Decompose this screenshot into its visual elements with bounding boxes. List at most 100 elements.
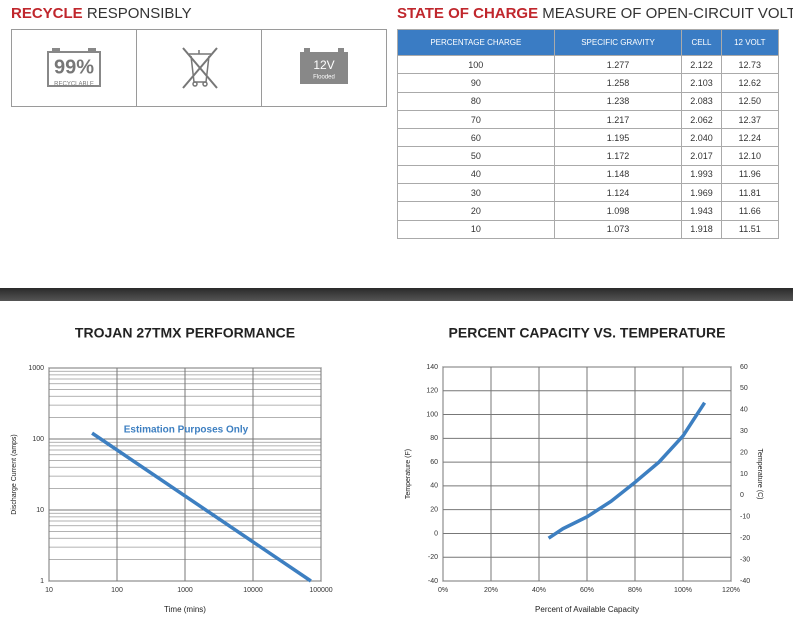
- x-tick-label: 60%: [580, 587, 594, 594]
- table-cell: 1.277: [553, 54, 683, 75]
- y2-tick-label: 30: [740, 428, 748, 435]
- table-cell: 50: [397, 146, 555, 166]
- table-cell: 1.238: [553, 91, 683, 111]
- table-cell: 12.37: [720, 109, 780, 130]
- y-tick-label: 1: [40, 578, 44, 585]
- table-cell: 60: [397, 128, 555, 148]
- table-cell: 100: [397, 54, 555, 75]
- table-row: 80 1.238 2.083 12.50: [397, 91, 780, 111]
- y-tick-label: 100: [426, 411, 438, 418]
- table-cell: 1.148: [553, 164, 683, 185]
- y2-tick-label: -10: [740, 514, 750, 521]
- table-cell: 11.51: [720, 219, 780, 239]
- y-tick-label: -40: [428, 578, 438, 585]
- table-row: 70 1.217 2.062 12.37: [397, 109, 780, 130]
- x-tick-label: 100: [111, 587, 123, 594]
- bin-icon: [182, 47, 218, 89]
- x-tick-label: 0%: [438, 587, 448, 594]
- percent: 99%: [54, 56, 94, 78]
- table-cell: 20: [397, 201, 555, 221]
- y-axis-label: Discharge Current (amps): [11, 434, 18, 515]
- header-row: PERCENTAGE CHARGE SPECIFIC GRAVITY CELL 12 …: [397, 29, 780, 56]
- table-cell: 80: [397, 91, 555, 111]
- x-tick-label: 1000: [177, 587, 193, 594]
- table-cell: 12.50: [720, 91, 780, 111]
- table-row: 10 1.073 1.918 11.51: [397, 219, 780, 239]
- data-line: [91, 431, 312, 583]
- y2-tick-label: 60: [740, 364, 748, 371]
- recycle-title: RECYCLE RESPONSIBLY: [11, 5, 192, 22]
- y-tick-label: 1000: [28, 365, 44, 372]
- y2-tick-label: -20: [740, 535, 750, 542]
- x-tick-label: 20%: [484, 587, 498, 594]
- chart-title: PERCENT CAPACITY VS. TEMPERATURE: [449, 325, 726, 341]
- header-cell: SPECIFIC GRAVITY: [553, 29, 683, 56]
- x-tick-label: 100000: [309, 587, 332, 594]
- y-tick-label: 0: [434, 530, 438, 537]
- header-cell: PERCENTAGE CHARGE: [397, 29, 555, 56]
- annotation: Estimation Purposes Only: [124, 425, 249, 436]
- data-line: [547, 401, 707, 540]
- table-cell: 90: [397, 73, 555, 93]
- table-cell: 1.993: [681, 164, 722, 185]
- table-row: 40 1.148 1.993 11.96: [397, 164, 780, 185]
- icon-cell: [137, 30, 262, 106]
- table-cell: 2.122: [681, 54, 722, 75]
- table-cell: 1.172: [553, 146, 683, 166]
- table-row: 30 1.124 1.969 11.81: [397, 183, 780, 203]
- icon-row: 99% RECYCLABLE 12V Flooded: [11, 29, 387, 107]
- table-cell: 12.73: [720, 54, 780, 75]
- y2-tick-label: 40: [740, 407, 748, 414]
- icon-cell: 12V Flooded: [262, 30, 386, 106]
- table-cell: 40: [397, 164, 555, 185]
- divider: [0, 288, 793, 301]
- y2-tick-label: 50: [740, 385, 748, 392]
- table-cell: 1.098: [553, 201, 683, 221]
- y-tick-label: 140: [426, 364, 438, 371]
- table-cell: 11.81: [720, 183, 780, 203]
- table-cell: 12.10: [720, 146, 780, 166]
- table-row: 100 1.277 2.122 12.73: [397, 54, 780, 75]
- table-cell: 1.217: [553, 109, 683, 130]
- table-row: 20 1.098 1.943 11.66: [397, 201, 780, 221]
- y-tick-label: 100: [32, 436, 44, 443]
- battery-icon: 12V Flooded: [300, 48, 348, 84]
- y-tick-label: 120: [426, 388, 438, 395]
- table-row: 90 1.258 2.103 12.62: [397, 73, 780, 93]
- x-tick-label: 100%: [674, 587, 692, 594]
- battery-type: Flooded: [313, 75, 335, 81]
- table-cell: 2.040: [681, 128, 722, 148]
- table-cell: 1.918: [681, 219, 722, 239]
- y2-axis-label: Temperature (C): [756, 449, 763, 500]
- soc-title: STATE OF CHARGE MEASURE OF OPEN-CIRCUIT …: [397, 5, 793, 22]
- table-cell: 11.96: [720, 164, 780, 185]
- x-tick-label: 10: [45, 587, 53, 594]
- icon-cell: 99% RECYCLABLE: [12, 30, 137, 106]
- table-row: 60 1.195 2.040 12.24: [397, 128, 780, 148]
- table-cell: 2.083: [681, 91, 722, 111]
- table-cell: 1.124: [553, 183, 683, 203]
- x-tick-label: 10000: [243, 587, 263, 594]
- percent-caption: RECYCLABLE: [54, 82, 94, 88]
- y-tick-label: -20: [428, 554, 438, 561]
- x-tick-label: 80%: [628, 587, 642, 594]
- x-tick-label: 120%: [722, 587, 740, 594]
- title-rest: RESPONSIBLY: [86, 5, 192, 22]
- table-row: 50 1.172 2.017 12.10: [397, 146, 780, 166]
- table-cell: 1.195: [553, 128, 683, 148]
- x-axis-label: Percent of Available Capacity: [535, 605, 639, 614]
- table-cell: 12.62: [720, 73, 780, 93]
- table-cell: 30: [397, 183, 555, 203]
- y-tick-label: 80: [430, 435, 438, 442]
- table-cell: 1.943: [681, 201, 722, 221]
- battery-voltage: 12V: [313, 58, 334, 72]
- x-axis-label: Time (mins): [164, 605, 206, 614]
- y-axis-label: Temperature (F): [405, 449, 412, 499]
- y-tick-label: 10: [36, 507, 44, 514]
- chart-title: TROJAN 27TMX PERFORMANCE: [75, 325, 295, 341]
- table-cell: 70: [397, 109, 555, 130]
- soc-table: PERCENTAGE CHARGE SPECIFIC GRAVITY CELL 12 …: [397, 29, 780, 239]
- title-bold: STATE OF CHARGE: [397, 5, 539, 22]
